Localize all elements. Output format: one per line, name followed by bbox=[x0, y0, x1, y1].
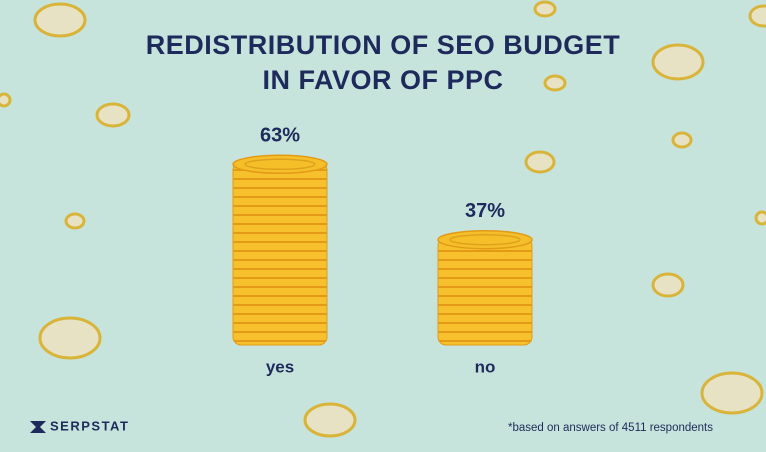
value-label: 37% bbox=[465, 200, 505, 222]
brand-name: SERPSTAT bbox=[50, 418, 129, 433]
background-coins bbox=[0, 0, 766, 438]
x-tick-label: yes bbox=[266, 357, 294, 376]
chart-title: IN FAVOR OF PPC bbox=[262, 65, 503, 95]
value-label: 63% bbox=[260, 125, 300, 147]
coin-stack bbox=[437, 237, 533, 346]
brand-logo: SERPSTAT bbox=[30, 418, 129, 433]
coin-top bbox=[232, 154, 328, 175]
coin-emboss bbox=[244, 158, 316, 171]
coin-stack bbox=[232, 161, 328, 346]
coin-emboss bbox=[449, 233, 521, 246]
x-tick-label: no bbox=[475, 357, 496, 376]
footnote: *based on answers of 4511 respondents bbox=[508, 422, 713, 434]
coin-top bbox=[437, 229, 533, 250]
chart-title: REDISTRIBUTION OF SEO BUDGET bbox=[146, 30, 621, 60]
